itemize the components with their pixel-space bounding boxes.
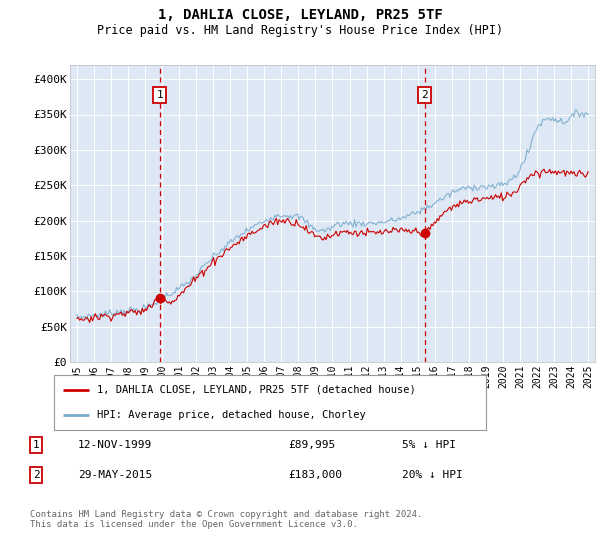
Text: 5% ↓ HPI: 5% ↓ HPI [402,440,456,450]
Text: HPI: Average price, detached house, Chorley: HPI: Average price, detached house, Chor… [97,410,366,420]
Text: 1: 1 [32,440,40,450]
Text: 2: 2 [421,90,428,100]
Text: 1: 1 [157,90,163,100]
Text: 2: 2 [32,470,40,480]
Text: 1, DAHLIA CLOSE, LEYLAND, PR25 5TF (detached house): 1, DAHLIA CLOSE, LEYLAND, PR25 5TF (deta… [97,385,416,395]
Text: 12-NOV-1999: 12-NOV-1999 [78,440,152,450]
Text: 1, DAHLIA CLOSE, LEYLAND, PR25 5TF: 1, DAHLIA CLOSE, LEYLAND, PR25 5TF [158,8,442,22]
Text: Price paid vs. HM Land Registry's House Price Index (HPI): Price paid vs. HM Land Registry's House … [97,24,503,37]
Text: Contains HM Land Registry data © Crown copyright and database right 2024.
This d: Contains HM Land Registry data © Crown c… [30,510,422,529]
Text: £183,000: £183,000 [288,470,342,480]
Text: 20% ↓ HPI: 20% ↓ HPI [402,470,463,480]
Text: £89,995: £89,995 [288,440,335,450]
Text: 29-MAY-2015: 29-MAY-2015 [78,470,152,480]
